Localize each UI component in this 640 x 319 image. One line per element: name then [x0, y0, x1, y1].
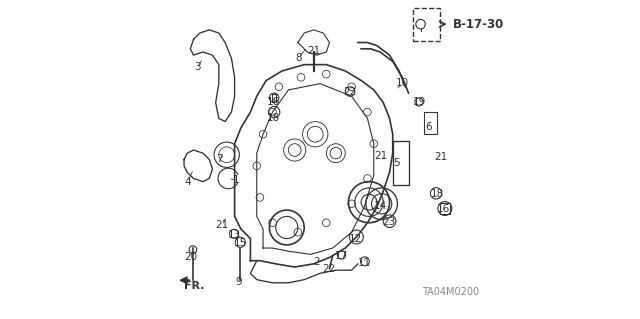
Text: 22: 22 — [322, 264, 335, 274]
Text: 16: 16 — [267, 97, 280, 107]
Text: 12: 12 — [349, 234, 362, 244]
Text: 23: 23 — [382, 217, 396, 227]
Text: 13: 13 — [227, 230, 241, 240]
Text: 11: 11 — [358, 258, 371, 268]
Text: 17: 17 — [335, 251, 348, 261]
Text: 19: 19 — [413, 97, 426, 107]
Text: 7: 7 — [216, 154, 223, 164]
Text: 18: 18 — [430, 189, 444, 199]
Text: 21: 21 — [374, 151, 387, 161]
Text: 1: 1 — [233, 175, 239, 185]
Text: 6: 6 — [425, 122, 431, 132]
Text: 5: 5 — [393, 158, 400, 168]
Text: 20: 20 — [184, 252, 198, 262]
Text: 2: 2 — [314, 257, 320, 267]
Text: 21: 21 — [307, 46, 320, 56]
Text: 9: 9 — [236, 277, 242, 287]
Text: 14: 14 — [374, 201, 387, 211]
Text: 21: 21 — [434, 152, 447, 162]
Bar — [440, 203, 451, 214]
Text: 4: 4 — [184, 177, 191, 187]
Text: 21: 21 — [215, 220, 228, 230]
Bar — [272, 94, 276, 102]
Text: 16: 16 — [436, 204, 450, 214]
Text: 18: 18 — [267, 113, 280, 123]
Text: 22: 22 — [343, 87, 356, 98]
Text: 8: 8 — [295, 53, 302, 63]
Text: 10: 10 — [396, 78, 410, 88]
Text: FR.: FR. — [184, 281, 205, 291]
Text: TA04M0200: TA04M0200 — [422, 287, 479, 297]
FancyBboxPatch shape — [413, 8, 440, 41]
Text: B-17-30: B-17-30 — [453, 18, 504, 31]
Text: 15: 15 — [234, 238, 247, 248]
Text: 3: 3 — [195, 62, 201, 72]
